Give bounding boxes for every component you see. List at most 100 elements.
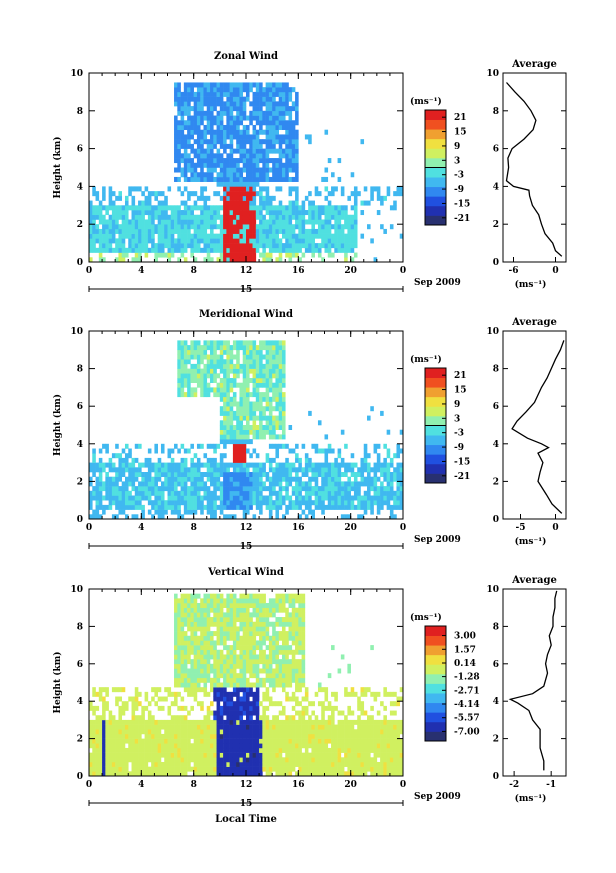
heatmap-cell xyxy=(252,200,257,206)
heatmap-cell xyxy=(190,210,194,216)
heatmap-cell xyxy=(344,214,348,220)
heatmap-cell xyxy=(357,514,361,520)
heatmap-cell xyxy=(298,210,302,216)
heatmap-cell xyxy=(229,635,234,641)
heatmap-cell xyxy=(268,481,273,487)
heatmap-cell xyxy=(259,238,263,244)
heatmap-cell xyxy=(311,476,315,482)
heatmap-cell xyxy=(210,354,214,360)
heatmap-cell xyxy=(167,738,172,744)
heatmap-cell xyxy=(223,420,227,426)
heatmap-cell xyxy=(246,752,250,758)
heatmap-cell xyxy=(124,233,129,239)
heatmap-cell xyxy=(183,214,188,220)
heatmap-cell xyxy=(183,247,188,253)
heatmap-cell xyxy=(242,645,247,651)
heatmap-cell xyxy=(151,514,155,520)
heatmap-cell xyxy=(92,761,96,767)
heatmap-cell xyxy=(213,631,217,637)
heatmap-cell xyxy=(144,233,149,239)
heatmap-cell xyxy=(229,673,234,679)
heatmap-cell xyxy=(249,733,253,739)
heatmap-cell xyxy=(219,228,224,234)
average-x-tick-label: -6 xyxy=(509,266,519,276)
heatmap-cell xyxy=(331,462,335,468)
heatmap-cell xyxy=(210,719,214,725)
heatmap-cell xyxy=(190,486,194,492)
heatmap-cell xyxy=(190,490,194,496)
heatmap-cell xyxy=(353,252,358,258)
heatmap-cell xyxy=(144,186,149,192)
heatmap-cell xyxy=(275,210,280,216)
heatmap-cell xyxy=(239,612,244,618)
heatmap-cell xyxy=(105,243,109,249)
heatmap-cell xyxy=(317,247,322,253)
heatmap-cell xyxy=(203,733,208,739)
heatmap-cell xyxy=(196,682,201,688)
heatmap-cell xyxy=(327,238,332,244)
heatmap-cell xyxy=(268,106,273,112)
heatmap-cell xyxy=(206,640,211,646)
heatmap-cell xyxy=(239,607,244,613)
heatmap-cell xyxy=(246,677,250,683)
heatmap-cell xyxy=(196,354,201,360)
heatmap-cell xyxy=(242,631,247,637)
heatmap-cell xyxy=(268,224,273,230)
heatmap-cell xyxy=(213,715,217,721)
heatmap-cell xyxy=(340,457,345,463)
heatmap-cell xyxy=(229,363,234,369)
heatmap-cell xyxy=(232,181,237,187)
heatmap-cell xyxy=(363,457,368,463)
heatmap-cell xyxy=(232,368,237,374)
heatmap-cell xyxy=(324,167,329,173)
heatmap-cell xyxy=(190,757,194,763)
heatmap-cell xyxy=(105,219,109,225)
heatmap-cell xyxy=(255,139,260,145)
heatmap-cell xyxy=(334,476,338,482)
heatmap-cell xyxy=(278,115,283,121)
heatmap-cell xyxy=(180,124,185,130)
heatmap-cell xyxy=(259,766,263,772)
heatmap-cell xyxy=(242,691,247,697)
heatmap-cell xyxy=(249,354,253,360)
heatmap-cell xyxy=(111,500,116,506)
heatmap-cell xyxy=(291,124,296,130)
heatmap-cell xyxy=(89,238,93,244)
heatmap-cell xyxy=(367,486,371,492)
heatmap-cell xyxy=(206,486,211,492)
heatmap-cell xyxy=(383,467,387,473)
heatmap-cell xyxy=(196,719,201,725)
heatmap-cell xyxy=(193,340,198,346)
heatmap-cell xyxy=(108,228,113,234)
heatmap-cell xyxy=(206,172,211,178)
heatmap-cell xyxy=(193,363,198,369)
heatmap-cell xyxy=(226,420,230,426)
heatmap-cell xyxy=(187,224,191,230)
heatmap-cell xyxy=(262,378,266,383)
heatmap-cell xyxy=(295,247,299,253)
heatmap-cell xyxy=(249,598,253,604)
heatmap-cell xyxy=(147,219,152,225)
heatmap-cell xyxy=(380,462,384,468)
heatmap-cell xyxy=(138,443,142,449)
heatmap-cell xyxy=(203,139,208,145)
heatmap-cell xyxy=(154,761,158,767)
heatmap-cell xyxy=(151,228,155,234)
heatmap-cell xyxy=(314,205,319,211)
heatmap-cell xyxy=(301,472,306,477)
heatmap-cell xyxy=(393,476,397,482)
heatmap-cell xyxy=(249,645,253,651)
heatmap-cell xyxy=(174,626,178,632)
heatmap-cell xyxy=(95,752,100,758)
heatmap-cell xyxy=(187,495,191,501)
heatmap-cell xyxy=(236,635,240,641)
heatmap-cell xyxy=(236,598,240,604)
heatmap-cell xyxy=(200,724,204,730)
heatmap-cell xyxy=(308,233,312,239)
heatmap-cell xyxy=(252,598,257,604)
heatmap-cell xyxy=(115,224,119,230)
heatmap-cell xyxy=(223,200,227,206)
heatmap-cell xyxy=(144,490,149,496)
heatmap-cell xyxy=(210,243,214,249)
heatmap-cell xyxy=(216,214,221,220)
